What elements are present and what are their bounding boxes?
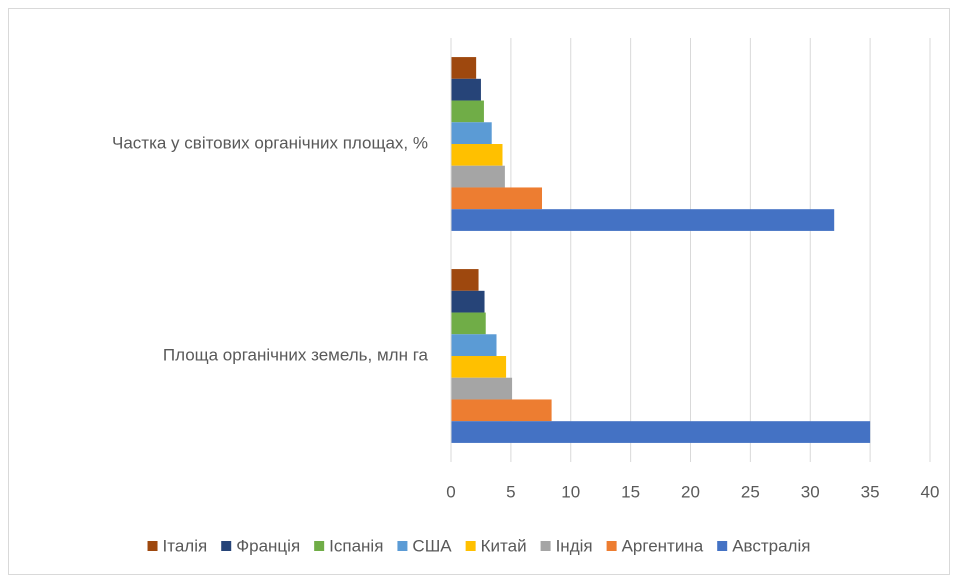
- legend-swatch: [465, 541, 476, 551]
- bar: [451, 122, 492, 144]
- bar: [451, 165, 505, 188]
- legend-label: Австралія: [732, 536, 810, 555]
- x-tick-label: 40: [921, 482, 940, 501]
- legend-swatch: [221, 541, 232, 551]
- bar: [451, 187, 543, 210]
- x-tick-label: 30: [801, 482, 820, 501]
- legend-label: Аргентина: [622, 536, 704, 555]
- x-tick-label: 5: [506, 482, 515, 501]
- bar: [451, 290, 485, 313]
- bar: [451, 100, 484, 123]
- x-tick-label: 0: [446, 482, 455, 501]
- legend-label: Іспанія: [329, 536, 383, 555]
- y-tick-label: Частка у світових органічних площах, %: [112, 133, 428, 152]
- bar: [451, 421, 871, 443]
- bar: [451, 57, 477, 79]
- legend-label: Італія: [163, 536, 208, 555]
- bar: [451, 312, 486, 335]
- bar: [451, 334, 497, 356]
- legend-swatch: [314, 541, 325, 551]
- x-tick-label: 35: [861, 482, 880, 501]
- legend-label: Франція: [236, 536, 300, 555]
- bar: [451, 269, 479, 291]
- bar: [451, 144, 503, 166]
- legend-swatch: [147, 541, 158, 551]
- bar: [451, 78, 481, 101]
- bar: [451, 377, 513, 400]
- bar: [451, 399, 552, 422]
- y-tick-label: Площа органічних земель, млн га: [163, 345, 429, 364]
- legend-label: Китай: [481, 536, 527, 555]
- x-tick-label: 25: [741, 482, 760, 501]
- x-tick-label: 20: [681, 482, 700, 501]
- x-tick-label: 15: [621, 482, 640, 501]
- legend-swatch: [540, 541, 551, 551]
- legend-label: США: [412, 536, 452, 555]
- legend-swatch: [397, 541, 408, 551]
- x-tick-label: 10: [561, 482, 580, 501]
- legend-label: Індія: [556, 536, 593, 555]
- legend-swatch: [717, 541, 728, 551]
- bar: [451, 209, 835, 231]
- bar: [451, 356, 507, 378]
- legend-swatch: [606, 541, 617, 551]
